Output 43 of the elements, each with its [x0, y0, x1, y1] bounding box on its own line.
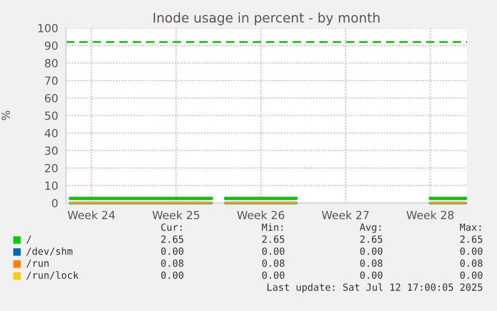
- text: 2.65: [161, 235, 184, 243]
- text: 2.65: [262, 235, 284, 243]
- x-tick-label: Week 24: [68, 210, 115, 220]
- y-tick-label: 40: [44, 128, 58, 138]
- x-tick-label: Week 27: [322, 210, 369, 220]
- y-tick-label: 30: [45, 146, 58, 155]
- y-tick-label: 100: [38, 24, 58, 32]
- text: 0.00: [161, 247, 184, 255]
- text: 0.00: [360, 247, 382, 255]
- text: 2.65: [460, 235, 482, 243]
- y-tick-label: 20: [45, 164, 58, 172]
- legend-label: /: [26, 236, 32, 244]
- text: 0.00: [262, 271, 284, 279]
- text: 0.08: [161, 259, 184, 267]
- y-tick-label: 50: [45, 111, 58, 120]
- text: Min:: [262, 223, 283, 231]
- text: 0.08: [360, 259, 382, 267]
- chart-title: Inode usage in percent - by month: [154, 12, 380, 26]
- y-axis-title: %: [2, 110, 10, 120]
- text: 0.00: [360, 271, 382, 279]
- text: 0.00: [262, 247, 284, 255]
- text: 2.65: [360, 235, 382, 243]
- x-tick-label: Week 25: [152, 210, 200, 220]
- legend-label: /run/lock: [26, 271, 79, 280]
- text: 0.08: [262, 259, 284, 267]
- text: Last update: Sat Jul 12 17:00:05 2025: [267, 283, 482, 293]
- y-tick-label: 0: [52, 198, 58, 208]
- text: 0.00: [460, 247, 482, 255]
- y-tick-label: 90: [44, 41, 58, 50]
- text: Max:: [460, 224, 481, 231]
- legend-label: /run: [26, 260, 49, 268]
- y-tick-label: 80: [44, 58, 58, 68]
- y-tick-label: 60: [45, 94, 58, 102]
- y-tick-label: 70: [45, 76, 58, 85]
- legend-label: /dev/shm: [26, 247, 72, 256]
- x-tick-label: Week 26: [237, 210, 284, 220]
- text: Cur:: [161, 223, 182, 231]
- text: 0.00: [460, 271, 482, 279]
- y-tick-label: 10: [45, 181, 58, 190]
- x-tick-label: Week 28: [406, 210, 454, 220]
- text: 0.08: [460, 259, 482, 267]
- text: 0.00: [161, 271, 184, 279]
- text: Avg:: [360, 224, 381, 233]
